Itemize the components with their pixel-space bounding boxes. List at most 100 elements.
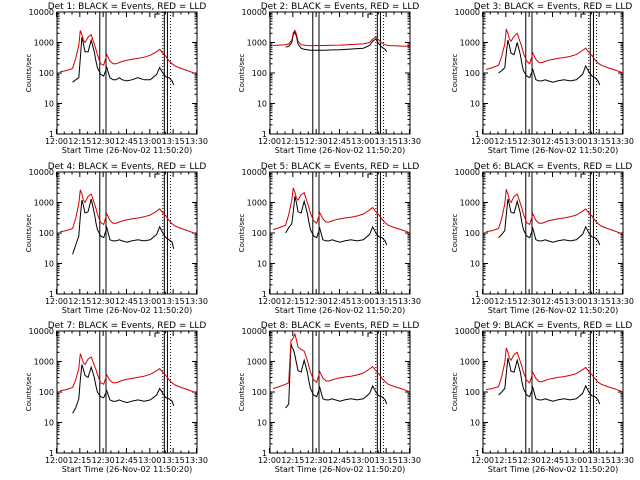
y-axis-label: Counts/sec [451,54,459,93]
x-tick-label: 12:15 [281,297,304,306]
series-lld-line [60,189,198,235]
x-tick-label: 12:00 [471,137,494,146]
y-tick-label: 10 [257,100,267,109]
x-tick-label: 12:15 [68,137,91,146]
top-bracket-mark [367,13,373,18]
x-tick-label: 12:30 [92,456,115,465]
x-tick-label: 12:15 [281,456,304,465]
x-tick-label: 12:30 [305,137,328,146]
x-axis-label: Start Time (26-Nov-02 11:50:20) [488,306,618,315]
series-lld-line [272,332,411,393]
x-tick-label: 12:45 [541,456,564,465]
y-tick-label: 10 [470,419,480,428]
x-tick-label: 12:00 [45,137,68,146]
y-tick-label: 10000 [455,168,480,177]
y-tick-label: 1000 [34,358,54,367]
panel-det-2: Det 2: BLACK = Events, RED = LLD 1 10 100 10… [238,2,421,155]
panel-title: Det 7: BLACK = Events, RED = LLD [48,321,207,331]
series-events-line [72,364,175,414]
panel-title: Det 6: BLACK = Events, RED = LLD [474,162,633,172]
x-tick-label: 13:00 [564,137,587,146]
x-axis-label: Start Time (26-Nov-02 11:50:20) [62,465,192,474]
series-events-line [285,342,388,409]
top-bracket-mark [580,332,586,337]
x-tick-label: 13:00 [138,137,161,146]
x-tick-label: 12:00 [45,456,68,465]
y-tick-label: 1000 [247,358,267,367]
x-tick-label: 13:15 [162,456,185,465]
series-lld-line [60,30,198,75]
y-tick-label: 10000 [242,327,267,336]
plot-frame [482,11,624,135]
panel-det-3: Det 3: BLACK = Events, RED = LLD 1 10 100 10… [451,2,634,155]
x-tick-label: 13:15 [375,297,398,306]
x-tick-label: 13:15 [588,297,611,306]
y-tick-label: 10 [470,260,480,269]
x-tick-label: 12:00 [258,456,281,465]
x-axis-label: Start Time (26-Nov-02 11:50:20) [488,146,618,155]
x-tick-label: 12:15 [494,137,517,146]
y-tick-label: 1000 [460,358,480,367]
x-tick-label: 12:30 [92,297,115,306]
y-tick-label: 10 [44,419,54,428]
top-bracket-mark [154,173,160,178]
x-tick-label: 12:45 [328,297,351,306]
x-tick-label: 13:15 [162,137,185,146]
y-axis-label: Counts/sec [238,54,246,93]
series-events-line [72,36,175,86]
y-axis-label: Counts/sec [238,214,246,253]
y-tick-label: 100 [39,229,54,238]
x-tick-label: 12:00 [471,297,494,306]
panel-det-6: Det 6: BLACK = Events, RED = LLD 1 10 100 10… [451,162,634,315]
series-events-line [498,198,601,246]
plot-frame [482,330,624,454]
panel-title: Det 4: BLACK = Events, RED = LLD [48,162,207,172]
x-tick-label: 12:15 [68,297,91,306]
y-tick-label: 100 [252,229,267,238]
x-tick-label: 13:30 [398,456,421,465]
x-tick-label: 12:30 [518,456,541,465]
panel-title: Det 8: BLACK = Events, RED = LLD [261,321,420,331]
y-tick-label: 1000 [34,39,54,48]
y-tick-label: 100 [465,229,480,238]
x-tick-label: 13:00 [138,297,161,306]
y-tick-label: 1 [262,290,267,299]
x-tick-label: 12:15 [281,137,304,146]
x-tick-label: 13:00 [351,137,374,146]
top-bracket-mark [580,173,586,178]
x-tick-label: 13:00 [351,456,374,465]
x-tick-label: 13:30 [611,297,634,306]
y-tick-label: 10000 [455,8,480,17]
x-tick-label: 12:30 [92,137,115,146]
x-tick-label: 12:45 [115,456,138,465]
x-tick-label: 13:00 [564,456,587,465]
x-axis-label: Start Time (26-Nov-02 11:50:20) [488,465,618,474]
y-tick-label: 1 [49,449,54,458]
series-lld-line [273,29,411,47]
x-axis-label: Start Time (26-Nov-02 11:50:20) [275,306,405,315]
x-tick-label: 12:00 [258,297,281,306]
x-tick-label: 12:30 [305,456,328,465]
y-axis-label: Counts/sec [451,373,459,412]
y-tick-label: 1000 [460,199,480,208]
y-tick-label: 1000 [460,39,480,48]
panel-det-1: Det 1: BLACK = Events, RED = LLD 1 10 100 10… [25,2,208,155]
panel-title: Det 9: BLACK = Events, RED = LLD [474,321,633,331]
plot-frame [56,330,198,454]
series-lld-line [485,28,624,74]
panel-title: Det 2: BLACK = Events, RED = LLD [261,2,420,12]
top-bracket-mark [580,13,586,18]
x-tick-label: 12:30 [305,297,328,306]
y-tick-label: 100 [252,69,267,78]
top-bracket-mark [367,332,373,337]
plot-frame [56,171,198,295]
panel-title: Det 1: BLACK = Events, RED = LLD [48,2,207,12]
y-tick-label: 100 [252,388,267,397]
series-lld-line [272,187,411,234]
x-axis-label: Start Time (26-Nov-02 11:50:20) [275,465,405,474]
series-events-line [72,198,175,255]
x-tick-label: 13:30 [185,137,208,146]
series-lld-line [486,189,624,235]
x-tick-label: 12:15 [494,456,517,465]
